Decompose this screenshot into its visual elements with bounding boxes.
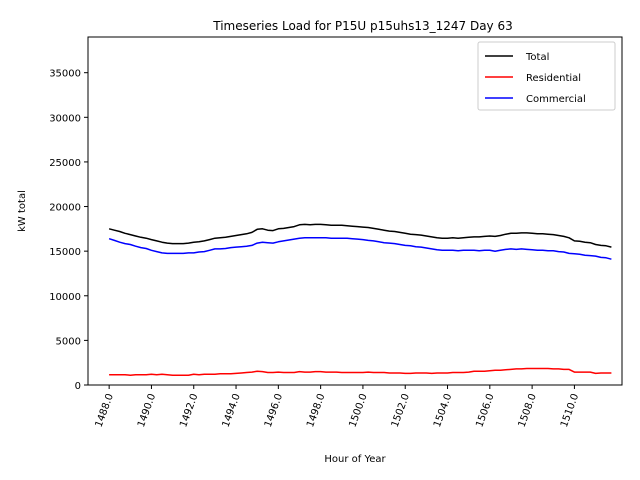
y-tick-label: 10000 [49,292,81,303]
plot-area [87,36,623,386]
series-line-commercial [108,237,612,260]
legend-label-residential: Residential [526,73,581,84]
legend-box [477,41,616,111]
x-axis-label: Hour of Year [324,454,386,465]
y-tick-label: 20000 [49,203,81,214]
legend-label-commercial: Commercial [526,94,586,105]
y-axis-label: kW total [17,190,28,232]
y-tick-label: 25000 [49,158,81,169]
y-tick-label: 5000 [56,336,81,347]
y-axis: 0 5000 10000 15000 20000 25000 30000 35000 [49,69,88,392]
series-line-residential [109,367,612,376]
legend: Total Residential Commercial [477,41,616,111]
series-layer [108,223,612,376]
y-tick-label: 15000 [49,247,81,258]
chart-title: Timeseries Load for P15U p15uhs13_1247 D… [212,19,513,33]
y-tick-label: 0 [75,381,81,392]
plot-frame [87,36,623,386]
legend-label-total: Total [525,52,549,63]
series-line-total [108,223,612,248]
y-tick-label: 35000 [49,69,81,80]
y-tick-label: 30000 [49,113,81,124]
